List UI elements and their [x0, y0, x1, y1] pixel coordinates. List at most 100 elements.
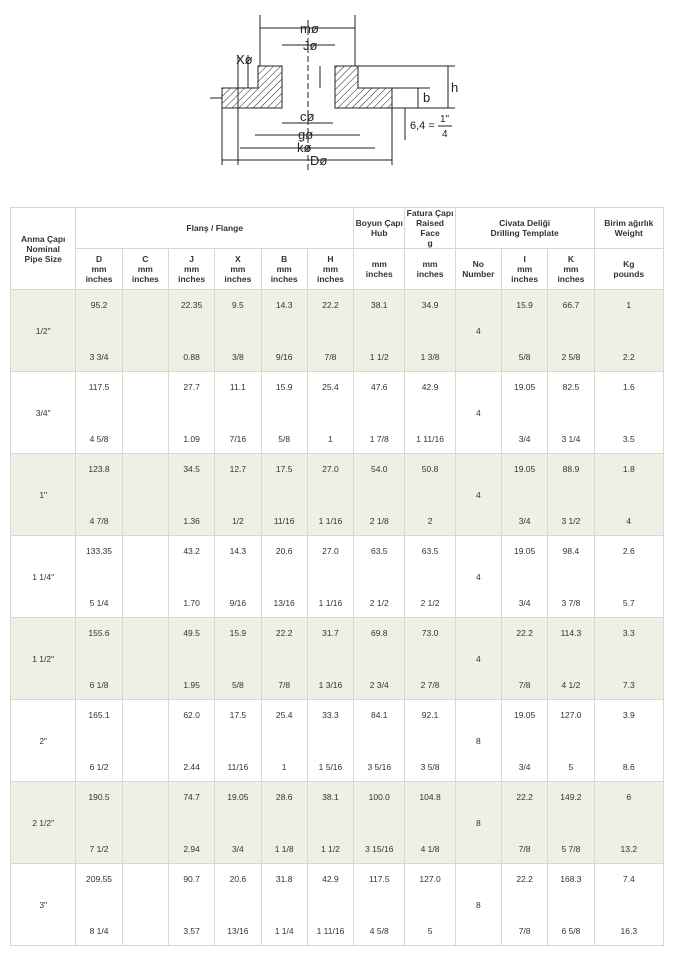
row: 2" 165.1 6 1/2 62.0 2.44 17.5 11/16 25.4 1 33.3 1 …	[9, 699, 665, 782]
cell-stack: 117.5 4 5/8	[354, 874, 404, 936]
header: Birim ağırlık Weight	[593, 207, 665, 249]
mm-value: 1.6	[622, 381, 635, 392]
cell-stack: 149.2 5 7/8	[548, 792, 593, 854]
cell: 49.5 1.95	[167, 617, 216, 700]
mm-value: 66.7	[562, 299, 580, 310]
mm-value: 25.4	[322, 381, 339, 392]
pipe-size: 3/4"	[9, 371, 77, 454]
mm-value: 73.0	[421, 627, 439, 638]
cell: 17.5 11/16	[260, 453, 308, 536]
cell: 17.5 11/16	[214, 699, 262, 782]
inch-value: 2 1/2	[420, 597, 440, 608]
cell-stack: 20.6 13/16	[215, 874, 260, 936]
cell-stack: 2.6 5.7	[595, 546, 663, 608]
cell: 14.3 9/16	[214, 535, 262, 618]
inch-value: 2.44	[183, 761, 200, 772]
mm-value: 133.35	[86, 545, 113, 556]
cell: 62.0 2.44	[167, 699, 216, 782]
subheader: C mm inches	[121, 248, 169, 290]
inch-value: 7/16	[229, 433, 247, 444]
mm-value: 104.8	[419, 791, 441, 802]
mm-value: 69.8	[370, 627, 388, 638]
inch-value: 1	[328, 433, 333, 444]
inch-value: 3 15/16	[365, 843, 394, 854]
cell-stack: 69.8 2 3/4	[354, 628, 404, 690]
inch-value: 6 1/2	[89, 761, 109, 772]
cell-stack: 15.9 5/8	[215, 628, 260, 690]
mm-value: 20.6	[229, 873, 247, 884]
cell-stack: 12.7 1/2	[215, 464, 260, 526]
cell: 38.1 1 1/2	[353, 289, 406, 372]
cell: 82.5 3 1/4	[547, 371, 595, 454]
empty-cell	[121, 289, 169, 372]
inch-value: 3 7/8	[561, 597, 581, 608]
cell-stack: 1 2.2	[595, 300, 663, 362]
mm-value: 12.7	[229, 463, 247, 474]
cell: 149.2 5 7/8	[547, 781, 595, 864]
cell: 38.1 1 1/2	[306, 781, 355, 864]
mm-value: 34.5	[183, 463, 200, 474]
cell: 25.4 1	[260, 699, 308, 782]
bolt-count: 4	[454, 617, 502, 700]
mm-value: 25.4	[275, 709, 293, 720]
cell: 95.2 3 3/4	[75, 289, 123, 372]
cell-stack: 38.1 1 1/2	[354, 300, 404, 362]
cell-stack: 73.0 2 7/8	[405, 628, 454, 690]
cell-stack: 25.4 1	[308, 382, 353, 444]
mm-value: 54.0	[370, 463, 388, 474]
cell-stack: 190.5 7 1/2	[76, 792, 121, 854]
mm-value: 1.8	[622, 463, 635, 474]
mm-value: 127.0	[419, 873, 441, 884]
bolt-count: 4	[454, 371, 502, 454]
label: 1"	[440, 114, 450, 125]
inch-value: 9/16	[229, 597, 247, 608]
mm-value: 28.6	[275, 791, 293, 802]
subheader: H mm inches	[306, 248, 355, 290]
mm-value: 22.35	[180, 299, 203, 310]
inch-value: 7/8	[518, 679, 531, 690]
mm-value: 114.3	[560, 627, 582, 638]
label: 4	[442, 129, 448, 140]
cell-stack: 27.0 1 1/16	[308, 546, 353, 608]
mm-value: 155.6	[88, 627, 110, 638]
inch-value: 3 1/2	[561, 515, 581, 526]
label: b	[423, 90, 430, 105]
cell: 27.0 1 1/16	[306, 453, 355, 536]
mm-value: 22.2	[322, 299, 339, 310]
mm-value: 38.1	[370, 299, 388, 310]
cell: 50.8 2	[404, 453, 456, 536]
cell: 168.3 6 5/8	[547, 863, 595, 946]
mm-value: 100.0	[368, 791, 390, 802]
cell-stack: 47.6 1 7/8	[354, 382, 404, 444]
cell: 14.3 9/16	[260, 289, 308, 372]
section-right	[334, 65, 393, 109]
label: mø	[300, 21, 319, 36]
inch-value: 7.3	[622, 679, 635, 690]
cell-stack: 22.2 7/8	[502, 792, 547, 854]
empty-cell	[121, 371, 169, 454]
cell: 33.3 1 5/16	[306, 699, 355, 782]
subheader: X mm inches	[214, 248, 262, 290]
cell: 123.8 4 7/8	[75, 453, 123, 536]
cell-stack: 6 13.2	[595, 792, 663, 854]
mm-value: 9.5	[231, 299, 244, 310]
cell: 19.05 3/4	[500, 371, 549, 454]
cell: 19.05 3/4	[214, 781, 262, 864]
cell: 15.9 5/8	[214, 617, 262, 700]
mm-value: 20.6	[275, 545, 293, 556]
mm-value: 149.2	[560, 791, 582, 802]
inch-value: 9/16	[275, 351, 293, 362]
cell-stack: 19.05 3/4	[502, 382, 547, 444]
cell: 104.8 4 1/8	[404, 781, 456, 864]
cell: 12.7 1/2	[214, 453, 262, 536]
pipe-size: 1 1/4"	[9, 535, 77, 618]
cell-stack: 28.6 1 1/8	[262, 792, 307, 854]
inch-value: 3/4	[518, 761, 531, 772]
inch-value: 7/8	[518, 843, 531, 854]
inch-value: 2.2	[622, 351, 635, 362]
mm-value: 27.7	[183, 381, 200, 392]
pipe-size: 3"	[9, 863, 77, 946]
cell: 27.7 1.09	[167, 371, 216, 454]
cell: 2.6 5.7	[593, 535, 665, 618]
